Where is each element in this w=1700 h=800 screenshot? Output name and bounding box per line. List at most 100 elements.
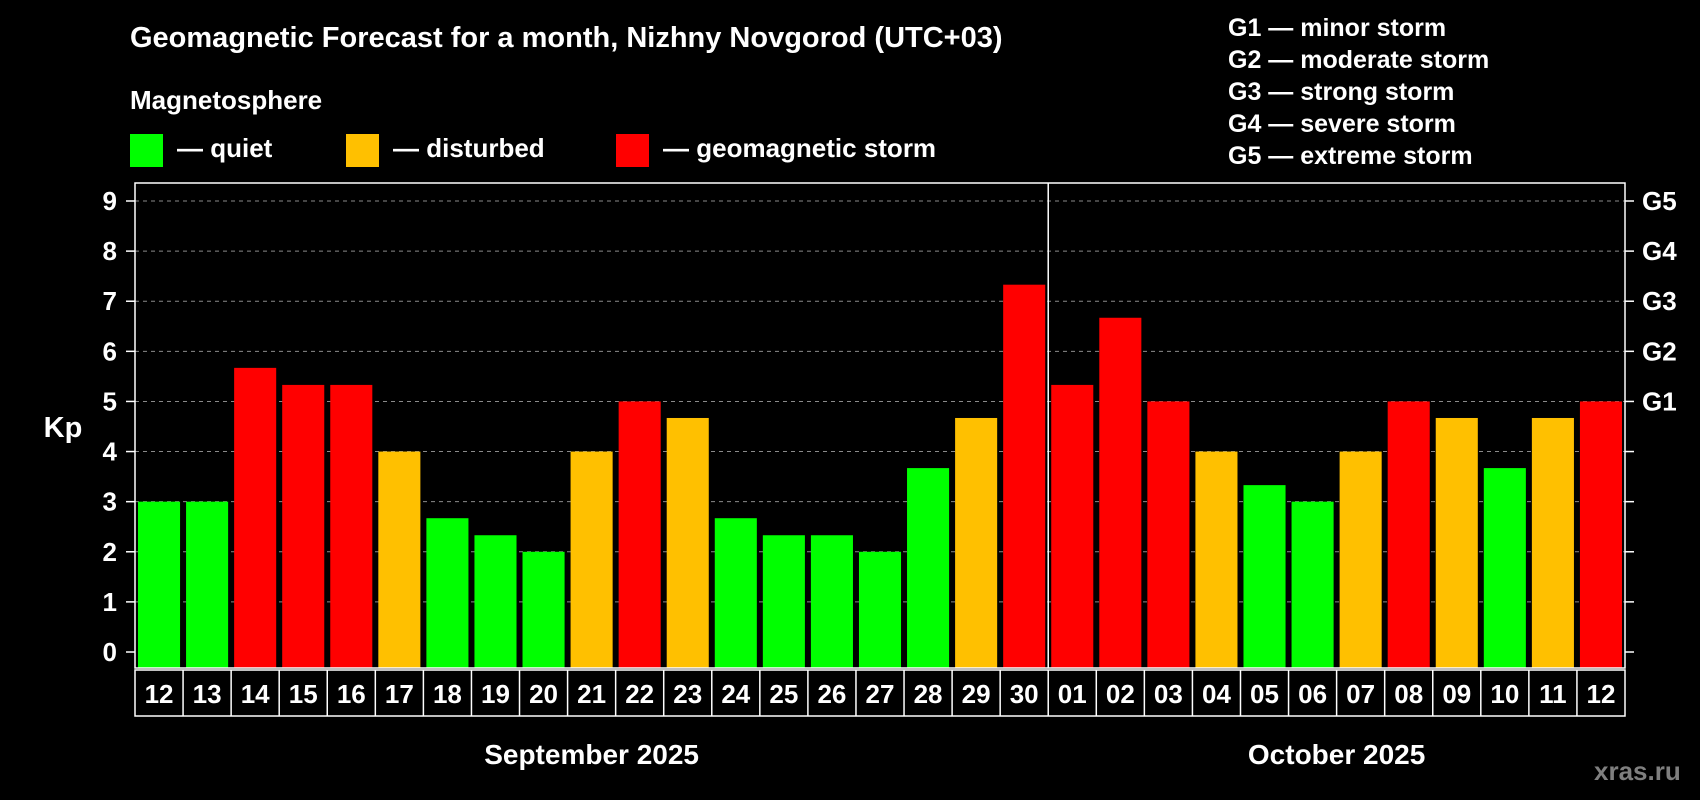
bars (138, 284, 1622, 668)
y-tick-label: 2 (103, 537, 117, 567)
x-tick-label: 05 (1250, 679, 1279, 709)
x-tick-label: 01 (1058, 679, 1087, 709)
x-tick-label: 04 (1202, 679, 1231, 709)
x-tick-label: 18 (433, 679, 462, 709)
bar (1003, 284, 1046, 668)
g-scale-g3: G3 — strong storm (1228, 78, 1455, 106)
right-axis-label-g5: G5 (1642, 186, 1677, 216)
bar (234, 367, 277, 668)
bar (618, 401, 661, 668)
legend-label-disturbed: — disturbed (393, 133, 545, 163)
bar (186, 501, 229, 668)
bar (1243, 485, 1286, 668)
watermark: xras.ru (1594, 756, 1681, 786)
g-scale-g2: G2 — moderate storm (1228, 46, 1490, 74)
bar (1579, 401, 1622, 668)
bar (1387, 401, 1430, 668)
bar (1339, 451, 1382, 668)
y-tick-label: 9 (103, 186, 117, 216)
x-tick-label: 11 (1539, 679, 1567, 709)
x-tick-label: 03 (1154, 679, 1183, 709)
right-axis-label-g3: G3 (1642, 286, 1677, 316)
bar (1051, 384, 1094, 668)
bar (1195, 451, 1238, 668)
month-label: October 2025 (1248, 739, 1425, 770)
bar (907, 468, 950, 668)
bar (666, 417, 709, 668)
x-tick-label: 09 (1442, 679, 1471, 709)
x-tick-label: 22 (625, 679, 654, 709)
bar (1483, 468, 1526, 668)
x-tick-label: 08 (1394, 679, 1423, 709)
x-tick-label: 29 (962, 679, 991, 709)
bar (378, 451, 421, 668)
x-tick-label: 10 (1490, 679, 1519, 709)
x-tick-label: 24 (721, 679, 750, 709)
bar (858, 551, 902, 668)
x-tick-label: 13 (193, 679, 222, 709)
x-tick-label: 27 (866, 679, 895, 709)
g-scale-g1: G1 — minor storm (1228, 14, 1447, 42)
x-tick-label: 12 (145, 679, 174, 709)
x-tick-label: 02 (1106, 679, 1135, 709)
bar (1435, 417, 1478, 668)
x-tick-label: 06 (1298, 679, 1327, 709)
legend-heading: Magnetosphere (130, 85, 323, 115)
y-tick-label: 4 (103, 437, 118, 467)
bar (714, 518, 757, 668)
legend-label-storm: — geomagnetic storm (663, 133, 937, 163)
x-tick-label: 25 (769, 679, 798, 709)
bar (762, 535, 805, 668)
x-tick-label: 26 (817, 679, 846, 709)
legend-swatch-quiet (130, 134, 163, 167)
legend-label-quiet: — quiet (177, 133, 273, 163)
bar (282, 384, 325, 668)
bar (522, 551, 565, 668)
x-tick-label: 21 (577, 679, 606, 709)
y-tick-label: 1 (103, 587, 117, 617)
g-scale-g5: G5 — extreme storm (1228, 142, 1473, 170)
chart-title: Geomagnetic Forecast for a month, Nizhny… (130, 22, 1003, 54)
x-tick-label: 17 (385, 679, 414, 709)
date-row (134, 669, 1626, 717)
x-tick-label: 30 (1010, 679, 1039, 709)
month-label: September 2025 (484, 739, 699, 770)
y-tick-label: 6 (103, 336, 117, 366)
x-tick-label: 15 (289, 679, 318, 709)
bar (1099, 317, 1142, 668)
bar (810, 535, 853, 668)
bar (1291, 501, 1334, 668)
g-scale-g4: G4 — severe storm (1228, 110, 1456, 138)
right-axis-label-g2: G2 (1642, 336, 1677, 366)
y-tick-label: 7 (103, 286, 117, 316)
x-tick-label: 20 (529, 679, 558, 709)
bar (426, 518, 469, 668)
y-tick-label: 8 (103, 236, 117, 266)
right-axis-label-g1: G1 (1642, 386, 1677, 416)
x-tick-label: 16 (337, 679, 366, 709)
bar (330, 384, 373, 668)
bar (138, 501, 181, 668)
x-tick-label: 14 (241, 679, 270, 709)
bar (570, 451, 613, 668)
y-tick-label: 0 (103, 637, 117, 667)
bar (1531, 417, 1574, 668)
y-axis-label: Kp (44, 412, 83, 444)
x-tick-label: 19 (481, 679, 510, 709)
legend-swatch-disturbed (346, 134, 379, 167)
x-tick-label: 12 (1587, 679, 1616, 709)
bar (474, 535, 517, 668)
x-tick-label: 28 (914, 679, 943, 709)
legend-swatch-storm (616, 134, 649, 167)
x-tick-label: 23 (673, 679, 702, 709)
y-tick-label: 3 (103, 487, 117, 517)
x-tick-label: 07 (1346, 679, 1375, 709)
right-axis-label-g4: G4 (1642, 236, 1677, 266)
bar (955, 417, 998, 668)
plot-frame (134, 182, 1626, 669)
bar (1147, 401, 1190, 668)
y-tick-label: 5 (103, 386, 117, 416)
